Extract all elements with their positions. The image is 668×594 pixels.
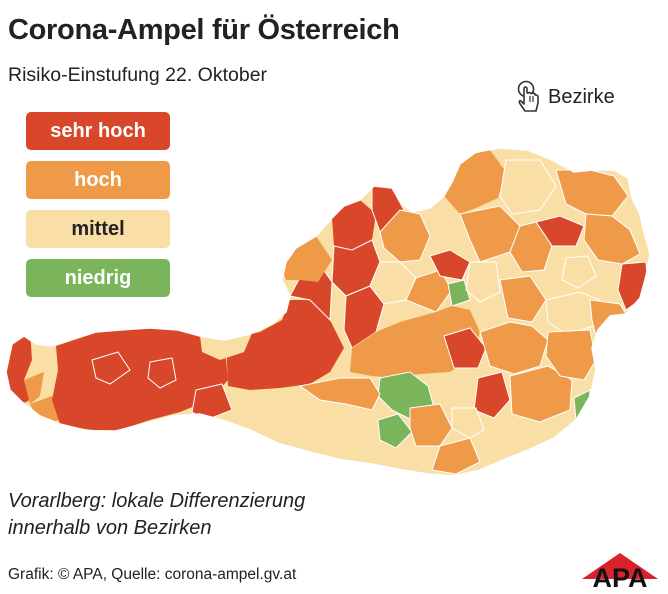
district-region [555, 169, 629, 217]
legend-label: niedrig [64, 266, 132, 289]
legend-item-hoch: hoch [26, 161, 170, 199]
district-region [499, 159, 557, 215]
district-region [473, 371, 511, 419]
district-region [52, 326, 228, 430]
district-region [443, 327, 487, 369]
note-line-2: innerhalb von Bezirken [8, 517, 212, 539]
page-title: Corona-Ampel für Österreich [8, 14, 400, 46]
source-credit: Grafik: © APA, Quelle: corona-ampel.gv.a… [8, 566, 297, 583]
district-region [429, 249, 471, 281]
page-subtitle: Risiko-Einstufung 22. Oktober [8, 64, 268, 86]
district-layer [6, 148, 650, 476]
vorarlberg-note: Vorarlberg: lokale Differenzierung inner… [8, 488, 305, 542]
legend-item-sehr-hoch: sehr hoch [26, 112, 170, 150]
legend-item-niedrig: niedrig [26, 259, 170, 297]
district-region [298, 377, 381, 411]
district-region [147, 357, 177, 389]
district-region [379, 209, 431, 263]
district-region [499, 275, 547, 323]
district-region [509, 365, 573, 423]
district-region [377, 413, 413, 449]
district-region [24, 372, 44, 404]
apa-logo: APA [582, 553, 658, 589]
austria-outline [5, 147, 651, 477]
district-region [226, 300, 344, 390]
legend-label: hoch [74, 168, 122, 191]
district-region [332, 200, 376, 250]
pointer-hand-icon [517, 80, 539, 112]
district-region [545, 329, 597, 381]
legend: sehr hoch hoch mittel niedrig [26, 112, 170, 308]
district-region [431, 437, 481, 475]
district-region [583, 213, 641, 265]
district-region [561, 255, 597, 289]
district-region [479, 321, 549, 375]
legend-item-mittel: mittel [26, 210, 170, 248]
district-region [451, 407, 485, 439]
apa-logo-text: APA [592, 563, 647, 589]
legend-label: mittel [71, 217, 125, 240]
district-region [91, 351, 131, 385]
bezirke-label: Bezirke [548, 85, 615, 108]
austria-district-map [5, 147, 651, 477]
district-region [280, 236, 332, 282]
district-region [447, 279, 471, 307]
legend-label: sehr hoch [50, 119, 146, 142]
note-line-1: Vorarlberg: lokale Differenzierung [8, 490, 306, 512]
district-region [465, 261, 501, 303]
district-region [509, 221, 553, 273]
district-region [405, 269, 453, 313]
bezirke-toggle[interactable]: Bezirke [516, 80, 615, 114]
district-region [350, 306, 480, 378]
district-region [191, 383, 233, 421]
